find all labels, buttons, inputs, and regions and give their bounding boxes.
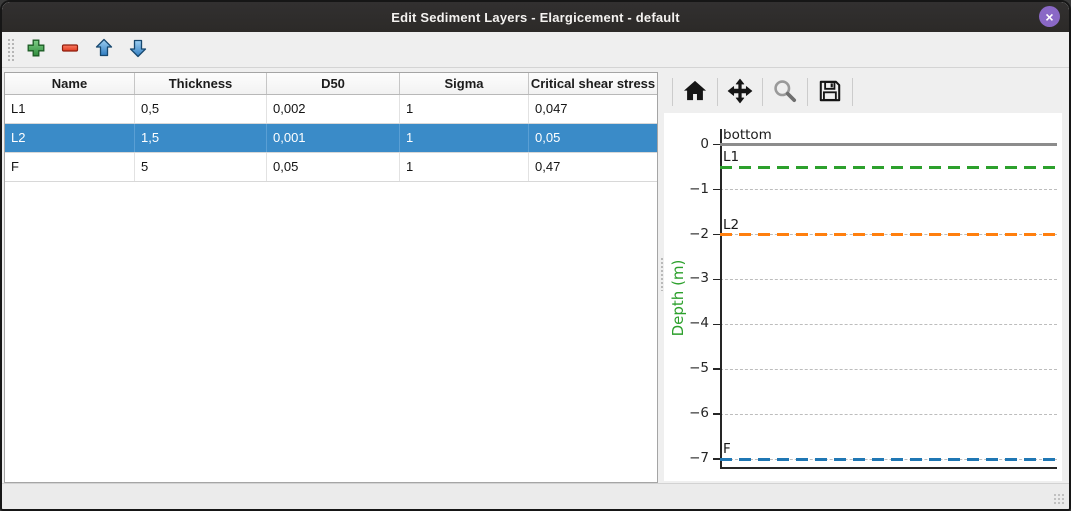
y-tick-mark (713, 188, 720, 191)
table-row-F[interactable]: F 5 0,05 1 0,47 (5, 153, 657, 182)
layer-label-L2: L2 (723, 216, 740, 233)
close-icon: × (1045, 8, 1054, 25)
table-cell[interactable]: 0,047 (535, 101, 568, 116)
layer-label-L1: L1 (723, 149, 740, 166)
toolbar-separator (717, 78, 718, 106)
layer-line-L1 (720, 165, 1057, 169)
table-cell[interactable]: 0,05 (535, 130, 561, 145)
y-tick-mark (713, 368, 720, 370)
add-layer-button[interactable] (23, 37, 49, 63)
y-tick-mark (713, 233, 720, 236)
save-icon (817, 78, 843, 107)
pan-icon (727, 78, 753, 107)
content-area: Name Thickness D50 Sigma Critical shear … (2, 69, 1069, 483)
resize-grip[interactable] (1053, 493, 1066, 506)
gridline (720, 278, 1057, 280)
toolbar-drag-handle[interactable] (6, 36, 15, 63)
plot-zoom-button[interactable] (769, 76, 801, 108)
plot-navigation-toolbar (666, 71, 859, 113)
remove-layer-button[interactable] (57, 37, 83, 63)
table-body: L1 0,5 0,002 1 0,047 L2 1,5 0,001 1 0,05 F 5 0,05 1 0,… (5, 95, 657, 182)
layer-line-F (720, 457, 1057, 461)
plus-icon (26, 38, 46, 61)
table-cell[interactable]: 0,05 (267, 153, 400, 181)
plot-save-button[interactable] (814, 76, 846, 108)
window-title: Edit Sediment Layers - Elargicement - de… (391, 9, 680, 25)
column-header-name[interactable]: Name (5, 73, 135, 94)
y-tick-label: −4 (689, 315, 709, 332)
close-button[interactable]: × (1039, 6, 1060, 27)
move-layer-down-button[interactable] (125, 37, 151, 63)
gridline (720, 189, 1057, 191)
gridline (720, 323, 1057, 325)
table-cell[interactable]: L1 (5, 95, 135, 123)
table-header-row: Name Thickness D50 Sigma Critical shear … (5, 73, 657, 95)
table-cell[interactable]: F (5, 153, 135, 181)
table-cell[interactable]: 0,5 (135, 95, 267, 123)
layer-line-L2 (720, 233, 1057, 237)
move-layer-up-button[interactable] (91, 37, 117, 63)
table-cell[interactable]: 5 (135, 153, 267, 181)
toolbar-separator (762, 78, 763, 106)
table-cell[interactable]: L2 (5, 124, 135, 152)
y-tick-mark (713, 458, 720, 460)
minus-icon (60, 38, 80, 61)
column-header-thickness[interactable]: Thickness (135, 73, 267, 94)
y-tick-mark (713, 413, 720, 415)
gridline (720, 413, 1057, 415)
sediment-layers-table: Name Thickness D50 Sigma Critical shear … (4, 72, 658, 483)
table-cell[interactable]: 1,5 (135, 124, 267, 152)
layer-label-bottom: bottom (723, 126, 772, 143)
plot-home-button[interactable] (679, 76, 711, 108)
x-axis-spine (720, 467, 1057, 469)
layer-line-bottom (720, 143, 1057, 147)
splitter-handle-icon (660, 257, 665, 291)
layer-label-F: F (723, 441, 731, 458)
titlebar[interactable]: Edit Sediment Layers - Elargicement - de… (2, 2, 1069, 32)
plot-pan-button[interactable] (724, 76, 756, 108)
table-row-L1[interactable]: L1 0,5 0,002 1 0,047 (5, 95, 657, 124)
toolbar-separator (807, 78, 808, 106)
table-cell[interactable]: 0,47 (535, 159, 561, 174)
table-cell[interactable]: 1 (400, 124, 529, 152)
y-axis-label: Depth (m) (669, 259, 687, 336)
home-icon (682, 78, 708, 107)
table-cell[interactable]: 1 (400, 153, 529, 181)
column-header-sigma[interactable]: Sigma (400, 73, 529, 94)
y-axis-spine (720, 129, 722, 468)
depth-plot-canvas[interactable]: Depth (m) 0 −1 −2 −3 −4 −5 −6 −7 bottom L1 L2 F (664, 113, 1062, 481)
panel-splitter[interactable] (658, 69, 666, 483)
table-cell[interactable]: 1 (400, 95, 529, 123)
table-cell[interactable]: 0,002 (267, 95, 400, 123)
y-tick-mark (713, 143, 720, 146)
y-tick-label: −6 (689, 405, 709, 422)
y-tick-label: 0 (700, 135, 709, 152)
arrow-up-icon (93, 37, 115, 62)
statusbar (2, 483, 1069, 509)
y-tick-mark (713, 278, 720, 281)
table-row-L2[interactable]: L2 1,5 0,001 1 0,05 (5, 124, 657, 153)
y-tick-label: −2 (689, 225, 709, 242)
column-header-d50[interactable]: D50 (267, 73, 400, 94)
y-tick-label: −3 (689, 270, 709, 287)
toolbar-separator (672, 78, 673, 106)
layers-toolbar (2, 32, 1069, 68)
y-tick-label: −5 (689, 360, 709, 377)
magnifier-icon (772, 78, 798, 107)
y-tick-label: −1 (689, 180, 709, 197)
gridline (720, 368, 1057, 370)
arrow-down-icon (127, 37, 149, 62)
table-cell[interactable]: 0,001 (267, 124, 400, 152)
column-header-critical-shear-stress[interactable]: Critical shear stress (530, 76, 656, 91)
toolbar-separator (852, 78, 853, 106)
y-tick-mark (713, 323, 720, 326)
y-tick-label: −7 (689, 450, 709, 467)
